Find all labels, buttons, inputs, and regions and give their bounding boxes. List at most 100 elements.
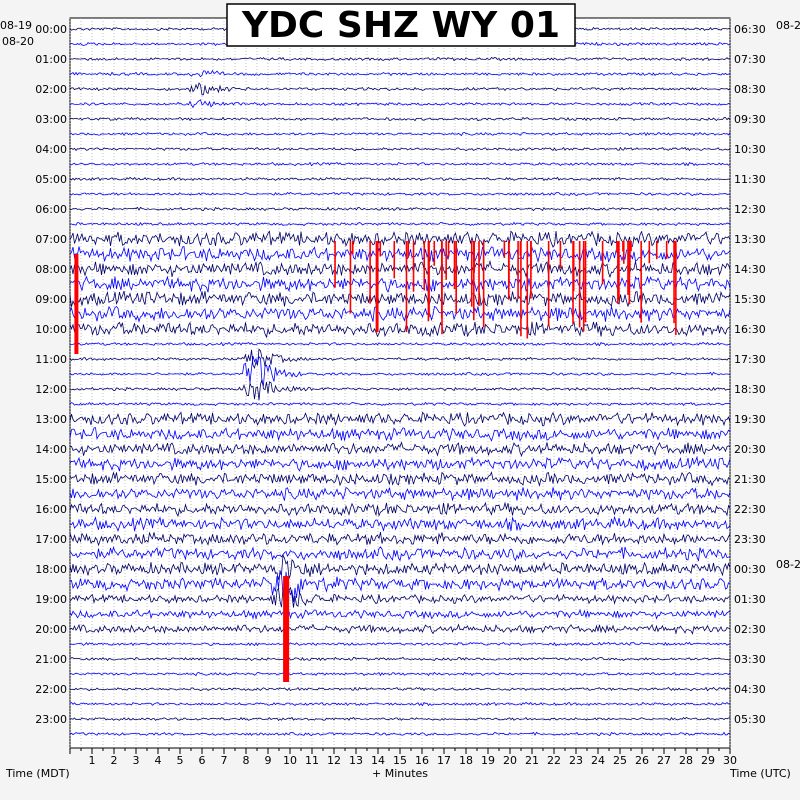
left-hour-label: 08:00	[35, 263, 67, 276]
left-hour-label: 05:00	[35, 173, 67, 186]
x-tick-label: 8	[243, 754, 250, 767]
left-hour-label: 12:00	[35, 383, 67, 396]
trace-row	[69, 379, 731, 401]
left-hour-label: 01:00	[35, 53, 67, 66]
trace-row	[69, 686, 731, 692]
right-hour-label: 09:30	[734, 113, 766, 126]
x-tick-label: 20	[503, 754, 517, 767]
left-hour-label: 15:00	[35, 473, 67, 486]
x-tick-label: 25	[613, 754, 627, 767]
trace-row	[69, 289, 731, 308]
x-tick-label: 7	[221, 754, 228, 767]
left-hour-label: 10:00	[35, 323, 67, 336]
plot-area	[69, 17, 731, 749]
trace-row	[69, 275, 731, 293]
left-hour-label: 19:00	[35, 593, 67, 606]
clipped-signal-marker	[74, 254, 79, 354]
x-tick-label: 22	[547, 754, 561, 767]
x-tick-label: 17	[437, 754, 451, 767]
trace-row	[69, 716, 731, 722]
trace-row	[69, 531, 731, 547]
trace-row	[69, 245, 731, 263]
right-hour-label: 18:30	[734, 383, 766, 396]
left-hour-label: 04:00	[35, 143, 67, 156]
left-hour-label: 13:00	[35, 413, 67, 426]
x-tick-label: 30	[723, 754, 737, 767]
x-tick-label: 28	[679, 754, 693, 767]
left-hour-label: 11:00	[35, 353, 67, 366]
right-hour-label: 20:30	[734, 443, 766, 456]
trace-row	[69, 348, 731, 370]
x-tick-label: 21	[525, 754, 539, 767]
left-date-label-2: 08-20	[2, 35, 34, 48]
x-tick-label: 24	[591, 754, 605, 767]
right-hour-label: 06:30	[734, 23, 766, 36]
trace-row	[69, 305, 731, 323]
trace-row	[69, 471, 731, 488]
x-tick-label: 10	[283, 754, 297, 767]
right-hour-label: 00:30	[734, 563, 766, 576]
right-hour-label: 05:30	[734, 713, 766, 726]
x-tick-label: 5	[177, 754, 184, 767]
x-tick-label: 26	[635, 754, 649, 767]
x-tick-label: 11	[305, 754, 319, 767]
left-hour-label: 06:00	[35, 203, 67, 216]
trace-row	[69, 671, 731, 677]
right-hour-label: 16:30	[734, 323, 766, 336]
right-hour-label: 15:30	[734, 293, 766, 306]
left-date-label-1: 08-19	[0, 19, 32, 32]
right-hour-label: 21:30	[734, 473, 766, 486]
trace-row	[69, 56, 731, 62]
x-tick-label: 15	[393, 754, 407, 767]
trace-row	[69, 206, 731, 212]
right-hour-label: 12:30	[734, 203, 766, 216]
x-tick-label: 18	[459, 754, 473, 767]
trace-row	[69, 146, 731, 152]
x-tick-label: 29	[701, 754, 715, 767]
x-tick-label: 2	[111, 754, 118, 767]
x-tick-label: 13	[349, 754, 363, 767]
right-hour-label: 10:30	[734, 143, 766, 156]
left-axis-label: Time (MDT)	[5, 767, 70, 780]
right-hour-label: 08:30	[734, 83, 766, 96]
right-hour-labels: 06:30 07:30 08:30 09:30 10:30 11:30 12:30 13:30…	[734, 23, 766, 726]
x-tick-label: 23	[569, 754, 583, 767]
left-hour-label: 16:00	[35, 503, 67, 516]
x-tick-label: 14	[371, 754, 385, 767]
right-date-label-2: 08-21	[776, 558, 800, 571]
right-hour-label: 22:30	[734, 503, 766, 516]
left-hour-label: 17:00	[35, 533, 67, 546]
left-hour-label: 20:00	[35, 623, 67, 636]
trace-row	[69, 411, 731, 427]
trace-row	[69, 441, 731, 457]
x-axis-ticks: 1 2 3 4 5 6 7 8 9 10 11 12 13 14 15 16 17 18 19 20 21 22 23 24 2…	[69, 748, 737, 767]
trace-row	[69, 701, 731, 707]
right-hour-label: 14:30	[734, 263, 766, 276]
trace-row	[69, 230, 731, 248]
left-hour-label: 00:00	[35, 23, 67, 36]
trace-row	[69, 355, 731, 387]
trace-row	[69, 401, 731, 407]
x-tick-label: 16	[415, 754, 429, 767]
left-hour-labels: 00:00 01:00 02:00 03:00 04:00 05:00 06:00 07:00…	[35, 23, 67, 726]
left-hour-label: 18:00	[35, 563, 67, 576]
trace-row	[69, 116, 731, 122]
x-tick-label: 12	[327, 754, 341, 767]
right-hour-label: 02:30	[734, 623, 766, 636]
right-hour-label: 13:30	[734, 233, 766, 246]
trace-row	[69, 731, 731, 737]
right-hour-label: 19:30	[734, 413, 766, 426]
x-tick-label: 9	[265, 754, 272, 767]
left-hour-label: 23:00	[35, 713, 67, 726]
trace-row	[69, 570, 731, 603]
right-hour-label: 17:30	[734, 353, 766, 366]
trace-row	[69, 221, 731, 227]
trace-row	[69, 82, 731, 96]
right-hour-label: 23:30	[734, 533, 766, 546]
right-hour-label: 01:30	[734, 593, 766, 606]
x-tick-label: 27	[657, 754, 671, 767]
trace-row	[69, 161, 731, 167]
right-date-label-1: 08-20	[776, 19, 800, 32]
trace-row	[69, 623, 731, 635]
